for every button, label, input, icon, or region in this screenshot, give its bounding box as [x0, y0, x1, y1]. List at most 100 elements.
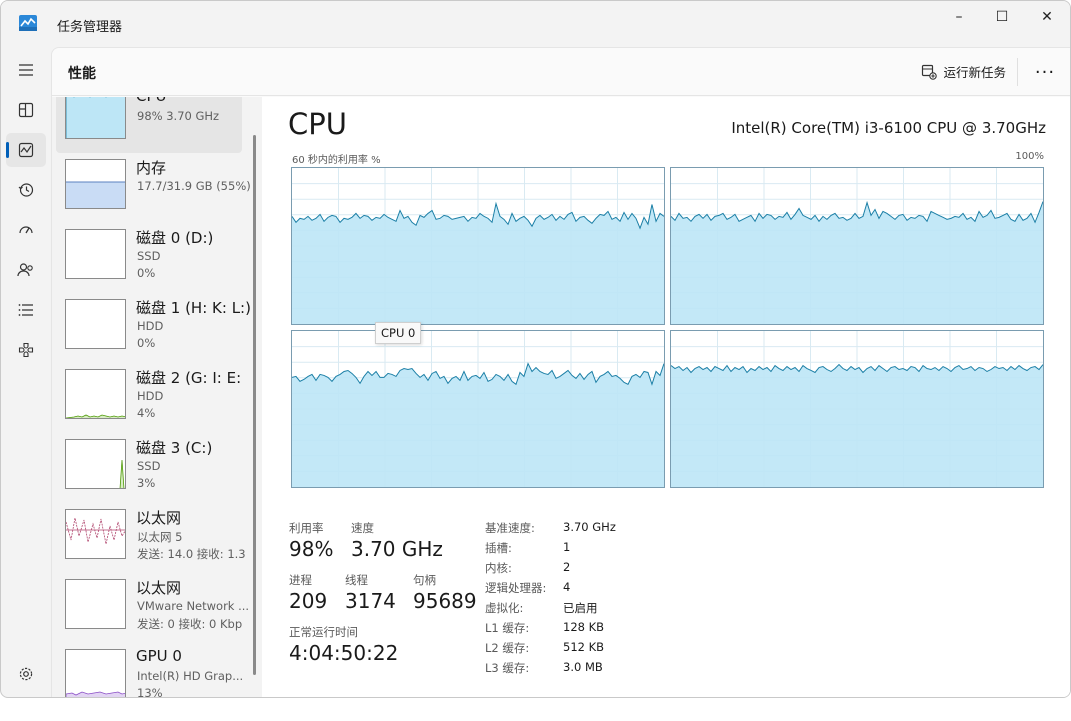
services-icon	[18, 342, 34, 358]
more-options-button[interactable]: ···	[1030, 60, 1060, 84]
device-list-scrollbar[interactable]	[253, 135, 256, 675]
utilization-line	[671, 363, 1043, 374]
nav-processes[interactable]	[6, 93, 46, 127]
cpu-graph-2-plot	[292, 331, 664, 487]
device-item-4[interactable]: 磁盘 2 (G: I: E: HDD 4%	[56, 367, 242, 433]
utilization-line	[671, 200, 1043, 224]
ethernet-thumb-graph	[66, 517, 125, 545]
device-detail-1: HDD	[137, 389, 164, 403]
info-key: 基准速度:	[485, 521, 535, 535]
speed-label: 速度	[351, 521, 374, 535]
info-key: L1 缓存:	[485, 621, 530, 635]
info-value: 已启用	[563, 601, 598, 615]
device-detail-2: 3%	[137, 476, 156, 490]
device-name: CPU	[136, 97, 167, 105]
page-header: 性能 运行新任务 ···	[52, 48, 1070, 96]
device-detail-1: VMware Network ...	[137, 599, 250, 613]
header-divider	[1017, 58, 1018, 86]
device-thumbnail	[65, 369, 126, 419]
task-manager-app-icon	[19, 15, 37, 31]
graph-label: 60 秒内的利用率 %	[292, 155, 381, 166]
cpu-thumb-graph	[66, 97, 125, 138]
device-thumbnail	[65, 229, 126, 279]
minimize-icon: –	[955, 9, 963, 25]
close-button[interactable]: ✕	[1024, 1, 1070, 33]
disk3-thumb-graph	[119, 459, 125, 488]
run-new-task-button[interactable]: 运行新任务	[921, 62, 1006, 81]
cpu-graph-1-plot	[671, 168, 1043, 324]
device-item-2[interactable]: 磁盘 0 (D:) SSD 0%	[56, 227, 242, 293]
users-icon	[17, 263, 33, 277]
device-thumbnail	[65, 299, 126, 349]
cpu-graph-0[interactable]	[291, 167, 665, 325]
processes-value: 209	[289, 589, 328, 613]
cpu-graph-1[interactable]	[670, 167, 1044, 325]
handles-value: 95689	[413, 589, 477, 613]
handles-label: 句柄	[413, 573, 436, 587]
device-item-7[interactable]: 以太网 VMware Network ... 发送: 0 接收: 0 Kbp	[56, 577, 249, 643]
menu-icon	[19, 64, 33, 76]
device-detail-1: HDD	[137, 319, 164, 333]
minimize-button[interactable]: –	[936, 1, 982, 33]
nav-startup-apps[interactable]	[6, 213, 46, 247]
startup-apps-icon	[19, 226, 33, 234]
device-item-0[interactable]: CPU 98% 3.70 GHz	[56, 97, 242, 153]
nav-details[interactable]	[6, 293, 46, 327]
nav-users[interactable]	[6, 253, 46, 287]
info-key: L3 缓存:	[485, 661, 530, 675]
uptime-label: 正常运行时间	[289, 625, 358, 639]
cpu-model: Intel(R) Core(TM) i3-6100 CPU @ 3.70GHz	[731, 119, 1046, 137]
maximize-icon: ☐	[995, 9, 1009, 25]
device-thumbnail	[65, 509, 126, 559]
disk2-thumb-graph	[66, 414, 125, 418]
device-list: CPU 98% 3.70 GHz 内存 17.7/31.9 GB (55%) 磁盘 0 …	[52, 97, 262, 697]
device-detail-1: SSD	[137, 249, 161, 263]
memory-thumb-graph	[66, 181, 125, 208]
info-key: 内核:	[485, 561, 512, 575]
info-value: 4	[563, 580, 571, 594]
details-icon	[18, 304, 33, 316]
utilization-area	[671, 201, 1043, 324]
cpu-detail-panel: CPU Intel(R) Core(TM) i3-6100 CPU @ 3.70…	[262, 97, 1070, 697]
cpu-graph-2[interactable]	[291, 330, 665, 488]
info-value: 3.70 GHz	[563, 520, 616, 534]
info-key: 虚拟化:	[485, 601, 524, 615]
app-history-icon	[18, 183, 34, 197]
info-key: L2 缓存:	[485, 641, 530, 655]
info-value: 128 KB	[563, 620, 605, 634]
info-value: 3.0 MB	[563, 660, 603, 674]
device-detail-1: 98% 3.70 GHz	[137, 109, 220, 123]
nav-services[interactable]	[6, 333, 46, 367]
processes-icon	[18, 102, 34, 118]
device-name: 以太网	[136, 509, 182, 527]
device-detail-1: 以太网 5	[137, 530, 183, 544]
utilization-line	[292, 362, 664, 386]
utilization-area	[292, 203, 664, 324]
cpu-graph-3[interactable]	[670, 330, 1044, 488]
gpu-thumb-graph	[66, 691, 125, 697]
device-item-3[interactable]: 磁盘 1 (H: K: L:) HDD 0%	[56, 297, 251, 363]
performance-icon	[18, 142, 34, 158]
device-thumbnail	[65, 649, 126, 697]
device-item-5[interactable]: 磁盘 3 (C:) SSD 3%	[56, 437, 242, 503]
threads-label: 线程	[345, 573, 368, 587]
device-name: 磁盘 3 (C:)	[136, 439, 213, 457]
device-thumbnail	[65, 159, 126, 209]
device-item-6[interactable]: 以太网 以太网 5 发送: 14.0 接收: 1.3	[56, 507, 246, 573]
utilization-area	[671, 364, 1043, 487]
device-item-8[interactable]: GPU 0 Intel(R) HD Grap... 13%	[56, 647, 243, 697]
device-item-1[interactable]: 内存 17.7/31.9 GB (55%)	[56, 157, 251, 223]
cpu-graph-0-plot	[292, 168, 664, 324]
device-detail-2: 4%	[137, 406, 156, 420]
close-icon: ✕	[1041, 9, 1053, 25]
device-thumbnail	[65, 97, 126, 139]
maximize-button[interactable]: ☐	[979, 1, 1025, 33]
nav-app-history[interactable]	[6, 173, 46, 207]
task-manager-window: 任务管理器 – ☐ ✕	[0, 0, 1071, 698]
nav-settings[interactable]	[6, 657, 46, 691]
page-title: 性能	[68, 66, 96, 82]
device-name: 磁盘 1 (H: K: L:)	[136, 299, 251, 317]
nav-performance[interactable]	[6, 133, 46, 167]
menu-button[interactable]	[6, 53, 46, 87]
device-name: 磁盘 2 (G: I: E:	[136, 369, 242, 387]
